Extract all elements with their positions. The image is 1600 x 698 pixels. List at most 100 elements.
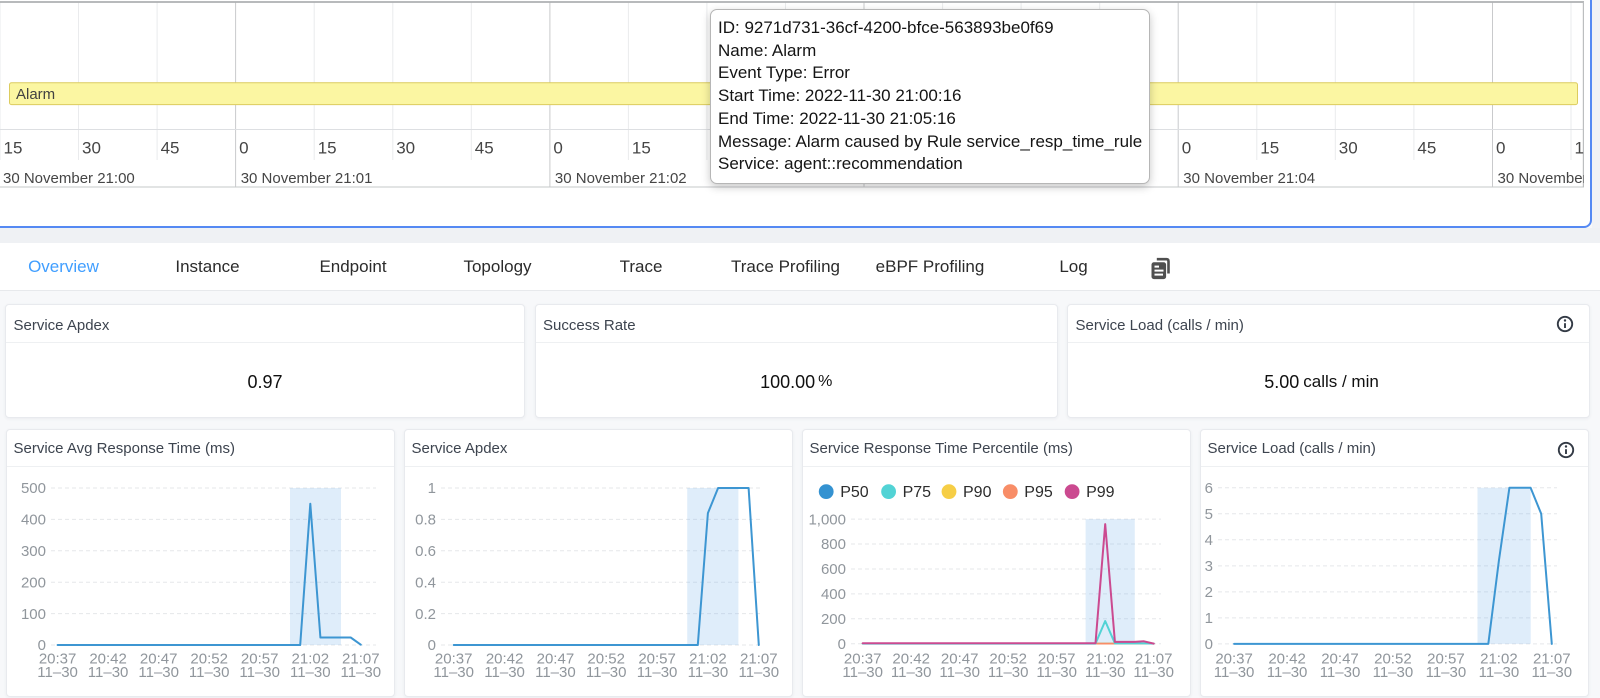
svg-text:11–30: 11–30 — [586, 664, 627, 681]
svg-text:11–30: 11–30 — [637, 664, 678, 681]
svg-text:45: 45 — [161, 139, 180, 158]
svg-text:11–30: 11–30 — [939, 664, 980, 681]
svg-text:11–30: 11–30 — [239, 664, 280, 681]
svg-text:P90: P90 — [963, 484, 992, 501]
svg-text:20:47: 20:47 — [140, 651, 178, 668]
svg-text:0.4: 0.4 — [415, 574, 436, 591]
svg-text:0: 0 — [428, 637, 436, 654]
svg-text:21:02: 21:02 — [1086, 651, 1124, 668]
svg-text:11–30: 11–30 — [1373, 664, 1414, 681]
svg-text:P95: P95 — [1024, 484, 1053, 501]
svg-text:20:52: 20:52 — [989, 651, 1027, 668]
svg-text:21:07: 21:07 — [342, 651, 380, 668]
svg-text:1,000: 1,000 — [808, 511, 846, 528]
svg-text:30: 30 — [396, 139, 415, 158]
svg-text:11–30: 11–30 — [1036, 664, 1077, 681]
svg-text:11–30: 11–30 — [738, 664, 779, 681]
svg-text:11–30: 11–30 — [1531, 664, 1572, 681]
svg-text:21:02: 21:02 — [292, 651, 330, 668]
svg-text:21:07: 21:07 — [740, 651, 778, 668]
svg-text:45: 45 — [475, 139, 494, 158]
svg-text:30 November 21:02: 30 November 21:02 — [555, 170, 687, 187]
svg-text:4: 4 — [1205, 532, 1213, 549]
svg-text:11–30: 11–30 — [1133, 664, 1174, 681]
svg-text:21:02: 21:02 — [1480, 651, 1518, 668]
svg-text:11–30: 11–30 — [290, 664, 331, 681]
svg-text:0.8: 0.8 — [415, 512, 436, 529]
svg-text:0: 0 — [1205, 636, 1213, 653]
svg-text:21:07: 21:07 — [1533, 651, 1571, 668]
svg-text:0: 0 — [1182, 139, 1191, 158]
svg-text:800: 800 — [821, 536, 846, 553]
svg-text:15: 15 — [632, 139, 651, 158]
svg-text:11–30: 11–30 — [88, 664, 129, 681]
svg-text:20:42: 20:42 — [89, 651, 127, 668]
svg-text:11–30: 11–30 — [433, 664, 474, 681]
svg-text:500: 500 — [21, 480, 46, 497]
svg-text:20:37: 20:37 — [39, 651, 77, 668]
svg-text:11–30: 11–30 — [1479, 664, 1520, 681]
svg-text:20:37: 20:37 — [435, 651, 473, 668]
svg-text:21:07: 21:07 — [1135, 651, 1173, 668]
svg-text:11–30: 11–30 — [535, 664, 576, 681]
svg-text:20:37: 20:37 — [844, 651, 882, 668]
svg-text:200: 200 — [821, 611, 846, 628]
svg-text:300: 300 — [21, 543, 46, 560]
svg-text:30 November 21:04: 30 November 21:04 — [1183, 170, 1315, 187]
svg-text:20:37: 20:37 — [1215, 651, 1253, 668]
svg-text:20:47: 20:47 — [1321, 651, 1359, 668]
svg-text:11–30: 11–30 — [37, 664, 78, 681]
svg-text:Alarm: Alarm — [16, 86, 55, 103]
svg-text:20:57: 20:57 — [638, 651, 676, 668]
svg-text:200: 200 — [21, 574, 46, 591]
svg-text:2: 2 — [1205, 584, 1213, 601]
svg-text:15: 15 — [4, 139, 23, 158]
svg-text:30: 30 — [82, 139, 101, 158]
svg-text:0: 0 — [553, 139, 562, 158]
svg-text:11–30: 11–30 — [1214, 664, 1255, 681]
svg-text:11–30: 11–30 — [1267, 664, 1308, 681]
svg-text:0: 0 — [239, 139, 248, 158]
svg-text:20:42: 20:42 — [1268, 651, 1306, 668]
svg-text:15: 15 — [318, 139, 337, 158]
svg-text:15: 15 — [1260, 139, 1279, 158]
svg-text:600: 600 — [821, 561, 846, 578]
svg-text:0: 0 — [1496, 139, 1505, 158]
svg-text:30 November 21:01: 30 November 21:01 — [241, 170, 373, 187]
svg-text:6: 6 — [1205, 480, 1213, 497]
svg-text:45: 45 — [1417, 139, 1436, 158]
svg-text:11–30: 11–30 — [891, 664, 932, 681]
svg-text:0.6: 0.6 — [415, 543, 436, 560]
svg-text:3: 3 — [1205, 558, 1213, 575]
svg-text:11–30: 11–30 — [189, 664, 230, 681]
svg-text:20:47: 20:47 — [537, 651, 575, 668]
svg-text:30: 30 — [1339, 139, 1358, 158]
svg-text:20:52: 20:52 — [1374, 651, 1412, 668]
svg-text:1: 1 — [1205, 610, 1213, 627]
svg-text:20:52: 20:52 — [587, 651, 625, 668]
svg-text:11–30: 11–30 — [1085, 664, 1126, 681]
svg-text:30 November 21:00: 30 November 21:00 — [3, 170, 135, 187]
svg-text:0: 0 — [838, 636, 846, 653]
svg-text:11–30: 11–30 — [484, 664, 525, 681]
svg-text:11–30: 11–30 — [842, 664, 883, 681]
svg-text:21:02: 21:02 — [689, 651, 727, 668]
svg-text:0: 0 — [38, 637, 46, 654]
svg-text:30 November 21:05: 30 November 21:05 — [1498, 170, 1593, 187]
svg-text:20:57: 20:57 — [1427, 651, 1465, 668]
svg-text:11–30: 11–30 — [988, 664, 1029, 681]
svg-text:1: 1 — [428, 480, 436, 497]
svg-text:20:42: 20:42 — [892, 651, 930, 668]
svg-text:20:42: 20:42 — [486, 651, 524, 668]
svg-text:400: 400 — [821, 586, 846, 603]
svg-text:15: 15 — [1575, 139, 1593, 158]
svg-text:11–30: 11–30 — [138, 664, 179, 681]
svg-text:P50: P50 — [840, 484, 869, 501]
svg-text:P75: P75 — [903, 484, 932, 501]
svg-text:20:52: 20:52 — [190, 651, 228, 668]
svg-text:20:57: 20:57 — [241, 651, 279, 668]
svg-text:11–30: 11–30 — [688, 664, 729, 681]
svg-text:20:57: 20:57 — [1038, 651, 1076, 668]
svg-text:5: 5 — [1205, 506, 1213, 523]
svg-text:11–30: 11–30 — [340, 664, 381, 681]
